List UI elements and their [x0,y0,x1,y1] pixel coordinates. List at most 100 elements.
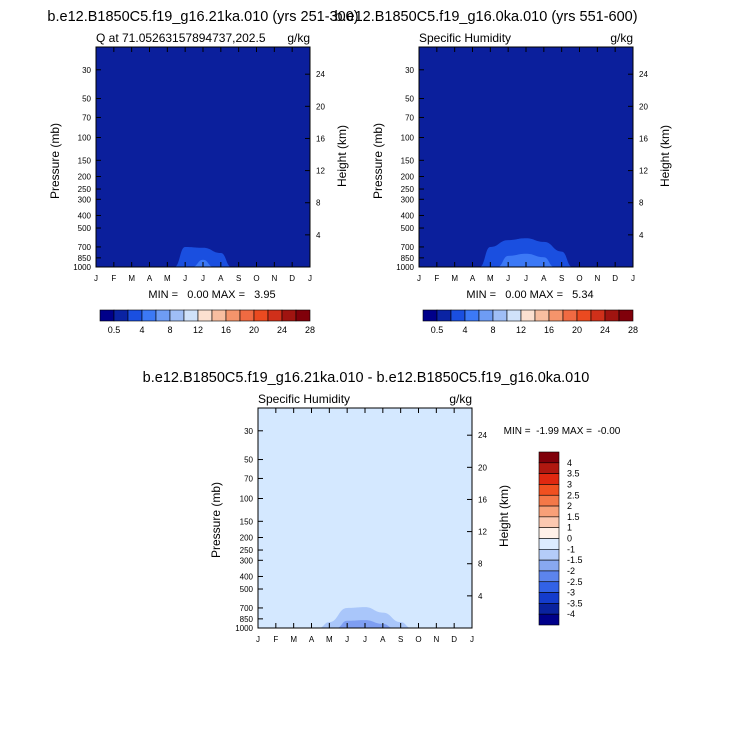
colorbar-label: 20 [572,325,582,335]
colorbar-swatch [267,309,283,322]
colorbar-label: 0.5 [108,325,121,335]
y-tick-label: 1000 [73,263,91,272]
y-tick-label: 300 [240,556,254,565]
colorbar-swatch [538,494,560,507]
colorbar-swatch [590,309,606,322]
y-tick-label: 30 [244,427,253,436]
y-tick-label: 70 [405,113,414,122]
x-tick-label: M [290,635,297,644]
colorbar-swatch [253,309,269,322]
height-tick-label: 16 [639,134,648,143]
colorbar-swatch [141,309,157,322]
y-tick-label: 300 [401,195,415,204]
x-tick-label: D [612,274,618,283]
colorbar-swatch [618,309,634,322]
panel3-ylabel: Pressure (mb) [209,482,223,558]
y-tick-label: 250 [401,185,415,194]
colorbars-layer: 0.5 4 8 12 16 20 24 28 0.5 4 8 12 16 20 24 2843.532.521… [99,309,638,626]
height-tick-label: 16 [478,495,487,504]
colorbar-label: 24 [600,325,610,335]
colorbar-swatch [576,309,592,322]
height-tick-label: 12 [478,528,487,537]
height-tick-label: 20 [478,463,487,472]
panel3-title: b.e12.B1850C5.f19_g16.21ka.010 - b.e12.B… [143,370,590,386]
height-tick-label: 4 [316,231,321,240]
colorbar-swatch [225,309,241,322]
x-tick-label: M [164,274,171,283]
colorbar-label: 8 [167,325,172,335]
colorbar-label: 0.5 [431,325,444,335]
colorbar-label: 0 [567,534,572,544]
colorbar-swatch [538,484,560,496]
y-tick-label: 400 [78,211,92,220]
x-tick-label: J [94,274,98,283]
x-tick-label: J [345,635,349,644]
x-tick-label: F [273,635,278,644]
colorbar-swatch [169,309,185,322]
y-tick-label: 200 [78,172,92,181]
height-tick-label: 8 [639,199,644,208]
height-tick-label: 12 [639,167,648,176]
x-tick-label: S [236,274,241,283]
colorbar-label: 2.5 [567,490,580,500]
y-tick-label: 700 [78,243,92,252]
panel1-stats: MIN = 0.00 MAX = 3.95 [148,289,275,301]
colorbar-swatch [99,309,115,322]
height-tick-label: 24 [316,70,325,79]
x-tick-label: J [470,635,474,644]
y-tick-label: 100 [78,134,92,143]
y-tick-label: 700 [401,243,415,252]
colorbar-label: -1.5 [567,555,583,565]
colorbar-swatch [548,309,564,322]
colorbar-swatch [538,613,560,626]
y-tick-label: 250 [240,546,254,555]
y-tick-label: 400 [401,211,415,220]
y-tick-label: 50 [405,95,414,104]
x-tick-label: M [487,274,494,283]
x-tick-label: A [309,635,315,644]
colorbar-label: -3.5 [567,598,583,608]
panel2-ylabel: Pressure (mb) [371,123,385,199]
y-tick-label: 850 [78,254,92,263]
colorbar-swatch [183,309,199,322]
contour-fill-2 [174,246,232,267]
panel1-subtitle-right: g/kg [287,31,310,45]
height-tick-label: 24 [639,70,648,79]
x-tick-label: O [253,274,259,283]
y-tick-label: 250 [78,185,92,194]
x-tick-label: A [470,274,476,283]
x-tick-label: J [524,274,528,283]
colorbar-swatch [464,309,480,322]
colorbar-label: -3 [567,588,575,598]
colorbar-swatch [538,527,560,539]
x-tick-label: J [183,274,187,283]
colorbar-label: 28 [628,325,638,335]
colorbar-swatch [436,309,452,322]
panel2-ylabel-right: Height (km) [658,125,672,187]
x-tick-label: N [271,274,277,283]
colorbar-right: 43.532.521.510-1-1.5-2-2.5-3-3.5-4 [538,451,583,626]
panel1-title: b.e12.B1850C5.f19_g16.21ka.010 (yrs 251-… [47,9,358,25]
colorbar-swatch [506,309,522,322]
panel3-subtitle-left: Specific Humidity [258,392,350,406]
colorbar-label: -4 [567,609,575,619]
colorbar-top-1: 0.5 4 8 12 16 20 24 28 [99,309,315,335]
colorbar-label: 2 [567,501,572,511]
panel3-ylabel-right: Height (km) [497,485,511,547]
x-tick-label: D [451,635,457,644]
y-tick-label: 500 [401,224,415,233]
x-tick-label: M [451,274,458,283]
x-tick-label: D [289,274,295,283]
colorbar-label: 4 [462,325,467,335]
x-tick-label: N [594,274,600,283]
height-tick-label: 16 [316,134,325,143]
colorbar-label: 28 [305,325,315,335]
colorbar-swatch [211,309,227,322]
y-tick-label: 400 [240,572,254,581]
x-tick-label: J [201,274,205,283]
y-tick-label: 70 [244,474,253,483]
colorbar-label: 4 [567,458,572,468]
y-tick-label: 200 [240,533,254,542]
y-tick-label: 500 [240,585,254,594]
